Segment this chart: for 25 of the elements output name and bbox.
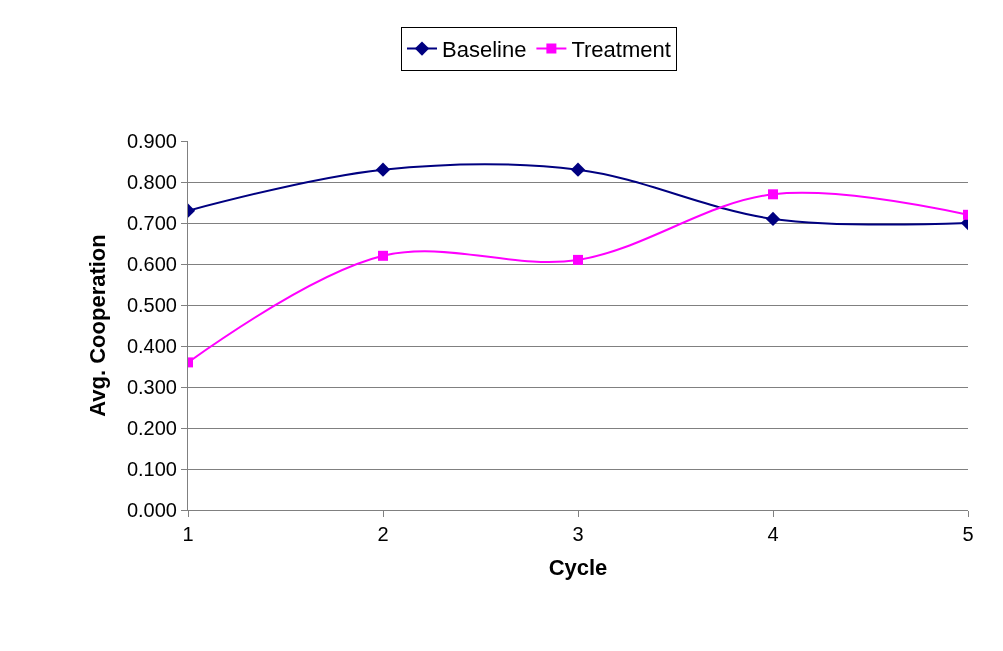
legend-label: Treatment — [571, 37, 671, 63]
x-axis-title: Cycle — [548, 554, 608, 580]
point — [378, 250, 388, 261]
legend-label: Baseline — [442, 37, 527, 63]
x-tick-label: 3 — [572, 523, 584, 545]
y-tick-label: 0.200 — [126, 417, 177, 439]
point — [765, 211, 781, 227]
y-tick-label: 0.900 — [126, 130, 177, 152]
y-tick-label: 0.000 — [126, 499, 177, 521]
x-tick-label: 2 — [377, 523, 389, 545]
x-tick-label: 4 — [767, 523, 779, 545]
y-tick-label: 0.800 — [126, 171, 177, 193]
point — [570, 162, 586, 177]
y-tick-label: 0.400 — [126, 335, 177, 357]
x-tick-label: 5 — [962, 523, 974, 545]
y-tick-label: 0.300 — [126, 376, 177, 398]
y-axis-title: Avg. Cooperation — [84, 234, 110, 417]
point — [375, 162, 391, 177]
point — [573, 254, 583, 265]
y-tick-label: 0.700 — [126, 212, 177, 234]
y-tick-label: 0.100 — [126, 458, 177, 480]
y-tick-label: 0.600 — [126, 253, 177, 275]
x-tick-label: 1 — [182, 523, 194, 545]
y-tick-label: 0.500 — [126, 294, 177, 316]
point — [768, 189, 778, 200]
